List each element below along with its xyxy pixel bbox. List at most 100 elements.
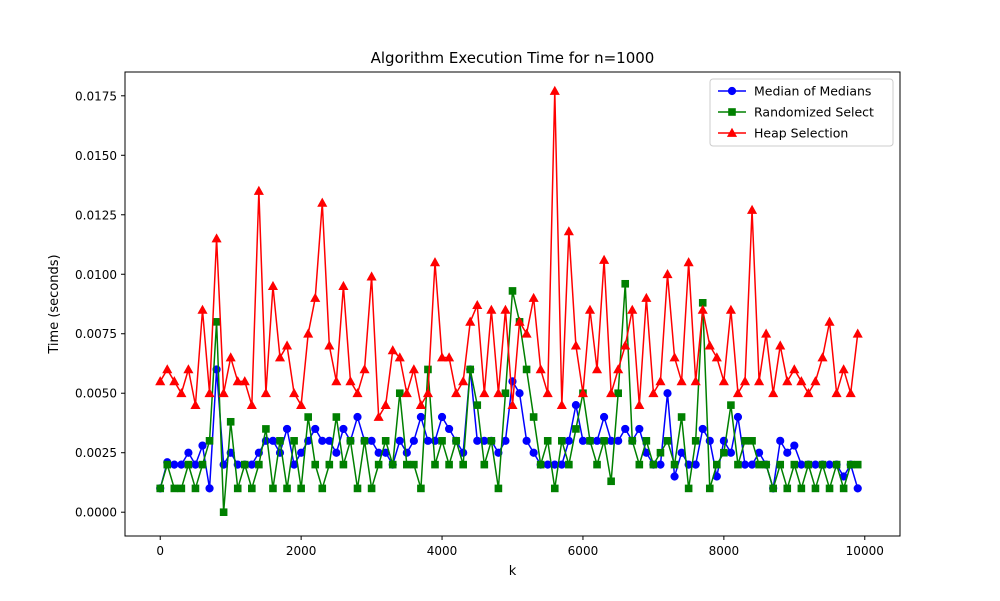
data-point-median-of-medians xyxy=(409,436,418,445)
data-point-heap-selection xyxy=(465,316,476,326)
data-point-randomized-select xyxy=(480,460,489,469)
legend-label: Randomized Select xyxy=(754,105,874,120)
data-point-randomized-select xyxy=(649,460,658,469)
legend-marker xyxy=(726,127,738,137)
data-point-heap-selection xyxy=(352,388,363,398)
y-tick-label: 0.0025 xyxy=(75,446,117,460)
data-point-randomized-select xyxy=(832,460,841,469)
data-point-heap-selection xyxy=(563,226,574,236)
legend-marker xyxy=(728,108,736,116)
data-point-heap-selection xyxy=(768,388,779,398)
data-point-heap-selection xyxy=(260,388,271,398)
data-point-heap-selection xyxy=(535,364,546,374)
data-point-heap-selection xyxy=(627,304,638,314)
data-point-median-of-medians xyxy=(268,436,278,445)
y-tick-label: 0.0125 xyxy=(75,208,117,222)
data-point-median-of-medians xyxy=(423,436,433,445)
x-tick-label: 8000 xyxy=(709,544,740,558)
data-point-randomized-select xyxy=(762,460,770,469)
data-point-median-of-medians xyxy=(395,436,404,445)
data-point-randomized-select xyxy=(410,460,418,469)
data-point-randomized-select xyxy=(494,484,503,493)
data-point-randomized-select xyxy=(691,437,700,445)
data-point-heap-selection xyxy=(253,185,264,195)
data-point-heap-selection xyxy=(528,292,539,302)
data-point-randomized-select xyxy=(304,413,312,421)
data-point-randomized-select xyxy=(198,460,207,469)
data-point-randomized-select xyxy=(403,460,411,469)
data-point-heap-selection xyxy=(246,399,257,409)
data-point-randomized-select xyxy=(255,460,263,469)
data-point-heap-selection xyxy=(274,352,286,362)
data-point-heap-selection xyxy=(852,328,863,338)
series-randomized-select xyxy=(156,279,862,517)
data-point-median-of-medians xyxy=(698,424,707,434)
data-point-randomized-select xyxy=(240,460,249,469)
data-point-heap-selection xyxy=(436,352,448,362)
data-point-heap-selection xyxy=(655,376,666,386)
data-point-heap-selection xyxy=(317,197,328,207)
data-point-randomized-select xyxy=(797,484,806,493)
data-point-heap-selection xyxy=(711,352,722,362)
y-axis: 0.0000 0.0025 0.0050 0.0075 0.0100 0.0125 0.01… xyxy=(75,89,125,520)
chart-title: Algorithm Execution Time for n=1000 xyxy=(371,49,655,67)
data-point-median-of-medians xyxy=(444,424,454,434)
data-point-randomized-select xyxy=(431,460,439,469)
data-point-heap-selection xyxy=(296,399,307,409)
data-point-randomized-select xyxy=(445,460,453,469)
data-point-median-of-medians xyxy=(402,448,411,457)
data-point-median-of-medians xyxy=(790,441,799,450)
data-point-heap-selection xyxy=(218,388,229,398)
data-point-randomized-select xyxy=(297,484,305,493)
data-point-heap-selection xyxy=(176,388,187,398)
data-point-randomized-select xyxy=(163,460,172,469)
data-point-randomized-select xyxy=(825,484,834,493)
data-point-median-of-medians xyxy=(599,412,609,422)
data-point-heap-selection xyxy=(415,399,426,409)
y-tick-label: 0.0075 xyxy=(75,327,117,341)
data-point-heap-selection xyxy=(613,364,624,374)
data-point-median-of-medians xyxy=(592,436,602,445)
data-point-randomized-select xyxy=(727,401,735,409)
data-point-randomized-select xyxy=(705,484,714,493)
data-point-randomized-select xyxy=(212,318,221,326)
data-point-median-of-medians xyxy=(339,424,348,434)
data-point-randomized-select xyxy=(839,484,848,493)
y-tick-label: 0.0000 xyxy=(75,506,117,520)
data-point-heap-selection xyxy=(542,388,553,398)
data-point-randomized-select xyxy=(191,484,200,493)
data-point-median-of-medians xyxy=(635,424,644,434)
data-point-randomized-select xyxy=(741,437,749,445)
data-point-randomized-select xyxy=(170,484,179,493)
data-point-randomized-select xyxy=(776,460,785,469)
data-point-randomized-select xyxy=(438,437,446,445)
data-point-randomized-select xyxy=(720,448,728,457)
data-point-randomized-select xyxy=(508,287,517,295)
data-point-heap-selection xyxy=(761,328,772,338)
data-point-randomized-select xyxy=(543,437,552,445)
data-point-heap-selection xyxy=(845,388,856,398)
data-point-heap-selection xyxy=(359,364,370,374)
legend-label: Heap Selection xyxy=(754,126,848,141)
data-point-median-of-medians xyxy=(437,412,447,422)
data-point-heap-selection xyxy=(303,328,314,338)
data-point-median-of-medians xyxy=(247,460,256,469)
data-point-randomized-select xyxy=(600,437,608,445)
data-point-randomized-select xyxy=(522,365,531,374)
data-point-heap-selection xyxy=(754,376,765,386)
data-point-heap-selection xyxy=(514,316,525,326)
data-point-randomized-select xyxy=(790,460,799,469)
data-point-randomized-select xyxy=(628,437,637,445)
data-point-heap-selection xyxy=(549,85,560,95)
data-point-heap-selection xyxy=(429,257,441,267)
data-point-randomized-select xyxy=(381,437,390,445)
data-point-heap-selection xyxy=(479,388,490,398)
data-point-heap-selection xyxy=(197,304,208,314)
legend-item-randomized-select: Randomized Select xyxy=(718,105,874,120)
data-point-randomized-select xyxy=(501,389,510,398)
data-point-randomized-select xyxy=(593,460,601,469)
data-point-randomized-select xyxy=(332,413,341,421)
data-point-heap-selection xyxy=(662,269,673,279)
data-point-median-of-medians xyxy=(783,448,792,457)
